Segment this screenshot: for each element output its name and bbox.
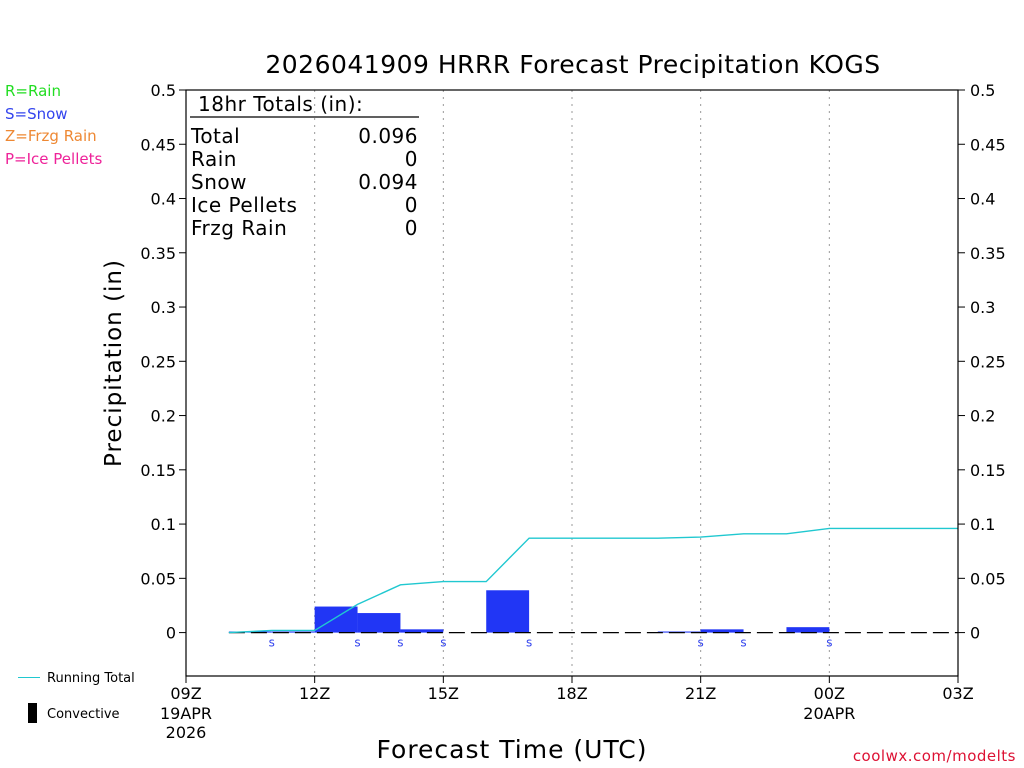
precip-bar [400,629,444,633]
y-tick-label: 0.4 [970,190,995,209]
y-tick-label: 0.5 [970,81,995,100]
y-tick-label: 0.35 [140,244,176,263]
legend-ice-pellets: P=Ice Pellets [5,150,103,168]
precip-type-marker: s [740,636,746,650]
precip-type-marker: s [354,636,360,650]
x-tick-label: 00Z [814,684,845,703]
totals-row-label: Total [190,124,240,148]
totals-row-label: Rain [191,147,237,171]
x-axis-label: Forecast Time (UTC) [376,735,648,764]
precip-bar [271,631,315,633]
totals-row-value: 0.094 [358,170,418,194]
y-tick-label: 0.4 [151,190,176,209]
precip-bar [700,629,744,633]
x-tick-label: 12Z [299,684,330,703]
precip-bar [786,627,830,633]
totals-row-label: Ice Pellets [191,193,297,217]
precip-type-marker: s [698,636,704,650]
totals-row-label: Snow [191,170,247,194]
precip-type-marker: s [440,636,446,650]
precip-type-marker: s [526,636,532,650]
y-tick-label: 0.1 [970,515,995,534]
x-tick-sublabel: 2026 [166,723,207,742]
y-tick-label: 0 [970,624,980,643]
y-tick-label: 0 [166,624,176,643]
legend-snow: S=Snow [5,105,68,123]
x-tick-label: 21Z [685,684,716,703]
y-axis-right: 0 0.05 0.1 0.15 0.2 0.25 0.3 0.35 0.4 0.45 0.5 [958,81,1006,643]
totals-row-value: 0.096 [358,124,418,148]
totals-row-value: 0 [405,147,418,171]
x-tick-label: 18Z [556,684,587,703]
y-tick-label: 0.2 [970,407,995,426]
running-total-swatch [18,677,40,678]
y-tick-label: 0.05 [140,569,176,588]
x-tick-label: 03Z [942,684,973,703]
legend-freezing-rain: Z=Frzg Rain [5,127,97,145]
y-axis-left: 0 0.05 0.1 0.15 0.2 0.25 0.3 0.35 0.4 0.45 0.5 [140,81,186,643]
y-tick-label: 0.45 [970,135,1006,154]
running-total-legend-label: Running Total [47,671,135,686]
y-tick-label: 0.25 [140,352,176,371]
legend-rain: R=Rain [5,82,61,100]
precip-type-marker: s [397,636,403,650]
y-tick-label: 0.15 [970,461,1006,480]
convective-swatch [28,703,37,723]
x-tick-sublabel: 20APR [803,704,855,723]
precip-bar [314,606,358,633]
totals-row-value: 0 [405,193,418,217]
y-tick-label: 0.35 [970,244,1006,263]
x-tick-label: 09Z [170,684,201,703]
credit-link[interactable]: coolwx.com/modelts [852,747,1016,765]
totals-table: 18hr Totals (in): Total 0.096 Rain 0 Snow 0.09… [190,92,419,240]
y-tick-label: 0.5 [151,81,176,100]
precip-bar [357,613,401,633]
precip-bars [228,590,830,633]
y-tick-label: 0.3 [970,298,995,317]
totals-header: 18hr Totals (in): [198,92,363,116]
convective-legend-label: Convective [47,707,120,722]
precip-type-marker: s [269,636,275,650]
y-tick-label: 0.1 [151,515,176,534]
precip-type-marker: s [826,636,832,650]
y-tick-label: 0.15 [140,461,176,480]
y-tick-label: 0.45 [140,135,176,154]
totals-row-label: Frzg Rain [191,216,287,240]
totals-row-value: 0 [405,216,418,240]
x-tick-label: 15Z [428,684,459,703]
y-tick-label: 0.25 [970,352,1006,371]
precip-bar [486,590,530,633]
x-tick-sublabel: 19APR [160,704,212,723]
y-tick-label: 0.05 [970,569,1006,588]
running-total-series [228,527,958,634]
y-tick-label: 0.2 [151,407,176,426]
chart-title: 2026041909 HRRR Forecast Precipitation K… [265,50,881,79]
y-tick-label: 0.3 [151,298,176,317]
running-total-line [228,527,958,634]
